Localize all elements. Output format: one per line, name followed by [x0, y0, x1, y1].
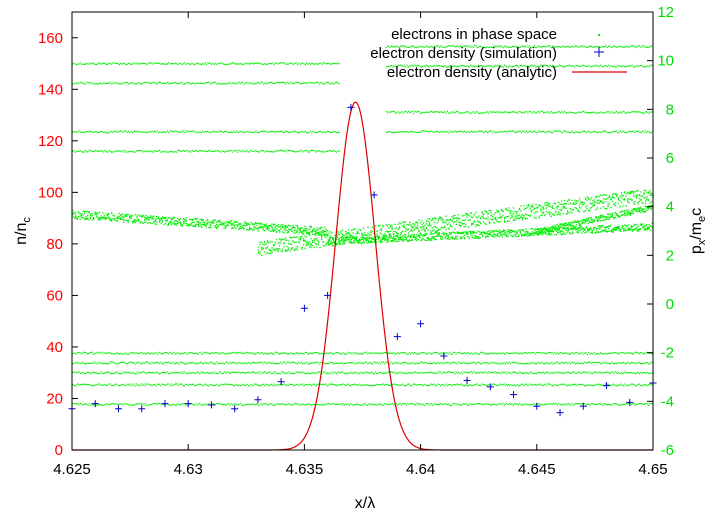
sim-point-17 — [463, 376, 471, 384]
y-right-tick-label-7: 8 — [666, 101, 674, 118]
legend-swatch-phase-space — [598, 34, 600, 36]
sim-point-11 — [324, 291, 332, 299]
sim-point-10 — [300, 304, 308, 312]
phase-band-8 — [72, 351, 653, 355]
y-left-tick-label-5: 100 — [38, 184, 63, 201]
sim-point-7 — [231, 405, 239, 413]
x-tick-label-1: 4.63 — [174, 461, 203, 478]
sim-point-4 — [161, 400, 169, 408]
sim-point-21 — [556, 409, 564, 417]
y-left-tick-label-2: 40 — [46, 339, 63, 356]
simulation-layer — [68, 103, 657, 417]
phase-band-0 — [72, 62, 340, 66]
sim-point-12 — [347, 103, 355, 111]
y-left-tick-label-6: 120 — [38, 133, 63, 150]
phase-band-4 — [385, 45, 654, 49]
sim-point-5 — [184, 400, 192, 408]
legend-dot — [598, 34, 600, 36]
y-axis-left-label: n/nc — [13, 217, 33, 245]
sim-point-24 — [626, 398, 634, 406]
phase-band-7 — [385, 130, 654, 134]
sim-point-8 — [254, 396, 262, 404]
y-left-tick-label-1: 20 — [46, 390, 63, 407]
y-axis-left-label-sub: c — [21, 217, 33, 223]
y-axis-right-label: px/mec — [688, 208, 708, 254]
plot-frame — [71, 11, 654, 451]
phase-band-2 — [72, 130, 340, 134]
y-axis-right-label-p: p — [688, 245, 705, 254]
phase-band-11 — [72, 383, 653, 387]
phase-band-6 — [385, 110, 654, 114]
analytic-density-line — [72, 101, 653, 451]
legend: electrons in phase space electron densit… — [370, 26, 627, 81]
y-right-tick-label-0: -6 — [661, 442, 674, 459]
sim-point-20 — [533, 402, 541, 410]
y-right-tick-label-5: 4 — [666, 199, 674, 216]
y-right-tick-label-6: 6 — [666, 150, 674, 167]
legend-label-simulation: electron density (simulation) — [370, 45, 557, 62]
x-tick-label-4: 4.645 — [518, 461, 556, 478]
y-right-tick-label-4: 2 — [666, 247, 674, 264]
x-tick-label-0: 4.625 — [53, 461, 91, 478]
legend-label-analytic: electron density (analytic) — [387, 64, 557, 81]
phase-sheet-2 — [327, 222, 653, 246]
sim-point-3 — [138, 405, 146, 413]
phase-band-1 — [72, 81, 340, 85]
phase-band-10 — [72, 371, 653, 375]
sim-point-13 — [370, 191, 378, 199]
y-axis-right-label-end: c — [688, 208, 705, 216]
phase-sheet-0 — [72, 209, 329, 237]
phase-band-3 — [72, 149, 340, 153]
sim-point-15 — [417, 320, 425, 328]
sim-point-14 — [393, 333, 401, 341]
y-axis-right-label-mid: /m — [688, 222, 705, 240]
phase-band-9 — [72, 361, 653, 365]
y-axis-right-label-sub-e: e — [696, 216, 708, 222]
x-tick-label-5: 4.65 — [638, 461, 667, 478]
y-right-tick-label-8: 10 — [657, 53, 674, 70]
y-axis-right-label-sub-x: x — [696, 239, 708, 245]
y-left-tick-label-8: 160 — [38, 30, 63, 47]
sim-point-22 — [579, 402, 587, 410]
sim-point-18 — [486, 383, 494, 391]
sim-point-9 — [277, 378, 285, 386]
legend-label-phase-space: electrons in phase space — [391, 26, 557, 43]
legend-swatch-simulation — [594, 47, 604, 57]
sim-point-23 — [603, 382, 611, 390]
y-left-tick-label-0: 0 — [55, 442, 63, 459]
y-left-tick-label-7: 140 — [38, 81, 63, 98]
analytic-layer — [72, 101, 653, 451]
y-right-tick-label-2: -2 — [661, 345, 674, 362]
tick-layer: 4.625 4.63 4.635 4.64 4.645 4.650204060801001… — [38, 4, 674, 478]
x-tick-label-3: 4.64 — [406, 461, 435, 478]
sim-point-6 — [207, 401, 215, 409]
x-tick-label-2: 4.635 — [286, 461, 324, 478]
phase-space-layer — [72, 45, 654, 406]
phase-band-12 — [72, 402, 653, 406]
y-left-tick-label-4: 80 — [46, 236, 63, 253]
phase-sheet-1 — [257, 189, 654, 257]
sim-point-1 — [91, 400, 99, 408]
y-right-tick-label-9: 12 — [657, 4, 674, 21]
y-axis-left-label-main: n/n — [13, 223, 30, 245]
sim-point-19 — [510, 391, 518, 399]
y-right-tick-label-1: -4 — [661, 393, 674, 410]
phase-sheet-3 — [536, 204, 654, 235]
y-left-tick-label-3: 60 — [46, 287, 63, 304]
sim-point-2 — [114, 405, 122, 413]
x-axis-label: x/λ — [355, 495, 375, 512]
sim-point-16 — [440, 352, 448, 360]
y-right-tick-label-3: 0 — [666, 296, 674, 313]
